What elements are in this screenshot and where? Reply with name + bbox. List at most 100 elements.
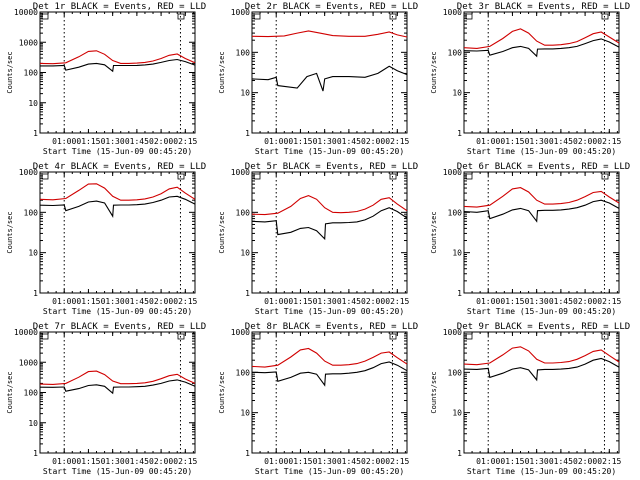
x-axis-label: Start Time (15-Jun-09 00:45:20) (467, 307, 616, 316)
series-lld-line (251, 30, 408, 38)
corner-marker-right (177, 333, 185, 340)
y-axis-label: Counts/sec (430, 51, 438, 93)
x-tick-label: 02:15 (173, 137, 197, 146)
panel-det-2: Det 2r BLACK = Events, RED = LLD10001001… (218, 2, 418, 156)
x-tick-label: 01:45 (549, 297, 573, 306)
y-tick-label: 10 (28, 419, 38, 428)
y-tick-label: 10 (452, 409, 462, 418)
x-axis-label: Start Time (15-Jun-09 00:45:20) (255, 147, 404, 156)
series-lld-line (39, 370, 196, 385)
x-tick-label: 01:15 (288, 137, 312, 146)
x-tick-label: 01:45 (549, 457, 573, 466)
x-tick-label: 01:30 (101, 457, 125, 466)
panel-det-4: Det 4r BLACK = Events, RED = LLD10001001… (6, 162, 206, 316)
x-tick-label: 01:30 (313, 297, 337, 306)
y-tick-label: 10 (240, 409, 250, 418)
y-tick-label: 10 (452, 89, 462, 98)
x-tick-label: 01:45 (125, 137, 149, 146)
series-lld-line (39, 50, 196, 65)
y-tick-label: 1 (33, 129, 38, 138)
x-tick-label: 02:15 (597, 137, 621, 146)
x-tick-label: 01:30 (525, 297, 549, 306)
chart-title: Det 5r BLACK = Events, RED = LLD (245, 162, 418, 172)
y-tick-label: 1000 (19, 38, 38, 47)
x-tick-label: 01:00 (476, 457, 500, 466)
series-lld-line (39, 183, 196, 201)
x-tick-label: 01:00 (52, 137, 76, 146)
x-tick-label: 02:00 (573, 137, 597, 146)
x-tick-label: 01:45 (125, 457, 149, 466)
y-tick-label: 100 (236, 48, 251, 57)
x-axis-label: Start Time (15-Jun-09 00:45:20) (255, 467, 404, 476)
series-lld-line (463, 28, 620, 49)
corner-marker-left (253, 333, 261, 340)
series-events-line (39, 195, 196, 218)
corner-marker-right (389, 13, 397, 20)
corner-marker-right (601, 333, 609, 340)
corner-marker-right (177, 173, 185, 180)
panel-det-7: Det 7r BLACK = Events, RED = LLD10000100… (6, 322, 206, 476)
series-events-line (463, 357, 620, 382)
plot-frame (251, 331, 408, 454)
y-tick-label: 100 (24, 208, 39, 217)
plot-frame (39, 331, 196, 454)
x-tick-label: 01:00 (264, 297, 288, 306)
x-tick-label: 01:45 (337, 297, 361, 306)
panel-det-9: Det 9r BLACK = Events, RED = LLD10001001… (430, 322, 630, 476)
corner-marker-right (177, 13, 185, 20)
y-tick-label: 1000 (231, 168, 250, 177)
x-tick-label: 01:30 (313, 457, 337, 466)
x-tick-label: 01:15 (500, 457, 524, 466)
series-events-line (463, 38, 620, 58)
y-tick-label: 10 (28, 249, 38, 258)
chart-title: Det 1r BLACK = Events, RED = LLD (33, 2, 206, 12)
y-axis-label: Counts/sec (218, 371, 226, 413)
y-tick-label: 1 (457, 289, 462, 298)
series-events-line (463, 199, 620, 223)
x-tick-label: 01:15 (76, 297, 100, 306)
y-tick-label: 1 (33, 289, 38, 298)
x-tick-label: 02:15 (385, 137, 409, 146)
plot-frame (251, 171, 408, 294)
corner-marker-left (465, 13, 473, 20)
y-tick-label: 100 (236, 368, 251, 377)
x-tick-label: 01:30 (101, 297, 125, 306)
series-lld-line (463, 187, 620, 208)
y-tick-label: 1000 (443, 8, 462, 17)
x-tick-label: 01:15 (288, 297, 312, 306)
y-tick-label: 100 (448, 368, 463, 377)
x-tick-label: 01:45 (337, 457, 361, 466)
panel-det-5: Det 5r BLACK = Events, RED = LLD10001001… (218, 162, 418, 316)
corner-marker-right (389, 333, 397, 340)
y-tick-label: 10 (240, 89, 250, 98)
x-tick-label: 01:15 (288, 457, 312, 466)
chart-title: Det 3r BLACK = Events, RED = LLD (457, 2, 630, 12)
y-tick-label: 10000 (14, 8, 38, 17)
x-tick-label: 02:00 (149, 457, 173, 466)
y-tick-label: 1 (457, 129, 462, 138)
y-tick-label: 100 (24, 389, 39, 398)
x-tick-label: 02:00 (573, 457, 597, 466)
chart-title: Det 2r BLACK = Events, RED = LLD (245, 2, 418, 12)
corner-marker-left (465, 173, 473, 180)
corner-marker-left (465, 333, 473, 340)
x-tick-label: 02:15 (597, 297, 621, 306)
x-axis-label: Start Time (15-Jun-09 00:45:20) (255, 307, 404, 316)
x-tick-label: 02:00 (361, 457, 385, 466)
x-axis-label: Start Time (15-Jun-09 00:45:20) (43, 147, 192, 156)
series-lld-line (463, 346, 620, 366)
x-tick-label: 01:15 (76, 137, 100, 146)
x-tick-label: 01:00 (476, 137, 500, 146)
y-tick-label: 1000 (443, 328, 462, 337)
chart-title: Det 6r BLACK = Events, RED = LLD (457, 162, 630, 172)
y-tick-label: 10 (28, 99, 38, 108)
y-tick-label: 100 (24, 69, 39, 78)
x-tick-label: 01:00 (476, 297, 500, 306)
x-tick-label: 01:00 (52, 457, 76, 466)
y-axis-label: Counts/sec (218, 51, 226, 93)
x-tick-label: 01:15 (500, 297, 524, 306)
x-tick-label: 01:30 (525, 137, 549, 146)
series-lld-line (251, 195, 408, 216)
corner-marker-left (41, 173, 49, 180)
